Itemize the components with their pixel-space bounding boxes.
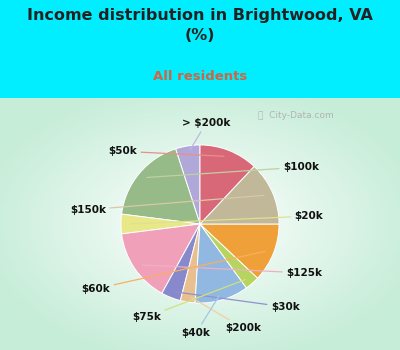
Text: > $200k: > $200k — [182, 118, 230, 150]
Text: $200k: $200k — [191, 297, 262, 333]
Text: ⓘ  City-Data.com: ⓘ City-Data.com — [258, 111, 334, 120]
Text: All residents: All residents — [153, 70, 247, 83]
Text: $100k: $100k — [147, 162, 319, 177]
Wedge shape — [200, 224, 279, 278]
Wedge shape — [200, 145, 254, 224]
Wedge shape — [122, 149, 200, 224]
Text: $40k: $40k — [182, 296, 219, 338]
Text: $150k: $150k — [70, 195, 264, 215]
Wedge shape — [162, 224, 200, 301]
Text: $50k: $50k — [108, 146, 224, 156]
Wedge shape — [121, 214, 200, 234]
Text: Income distribution in Brightwood, VA
(%): Income distribution in Brightwood, VA (%… — [27, 8, 373, 43]
Text: $60k: $60k — [81, 251, 265, 294]
Text: $75k: $75k — [132, 280, 246, 322]
Text: $125k: $125k — [143, 265, 322, 278]
Wedge shape — [200, 166, 279, 224]
Text: $20k: $20k — [130, 211, 324, 224]
Wedge shape — [122, 224, 200, 293]
Text: $30k: $30k — [176, 292, 300, 312]
Wedge shape — [180, 224, 200, 303]
Wedge shape — [176, 145, 200, 224]
Wedge shape — [200, 224, 258, 288]
Wedge shape — [195, 224, 246, 303]
